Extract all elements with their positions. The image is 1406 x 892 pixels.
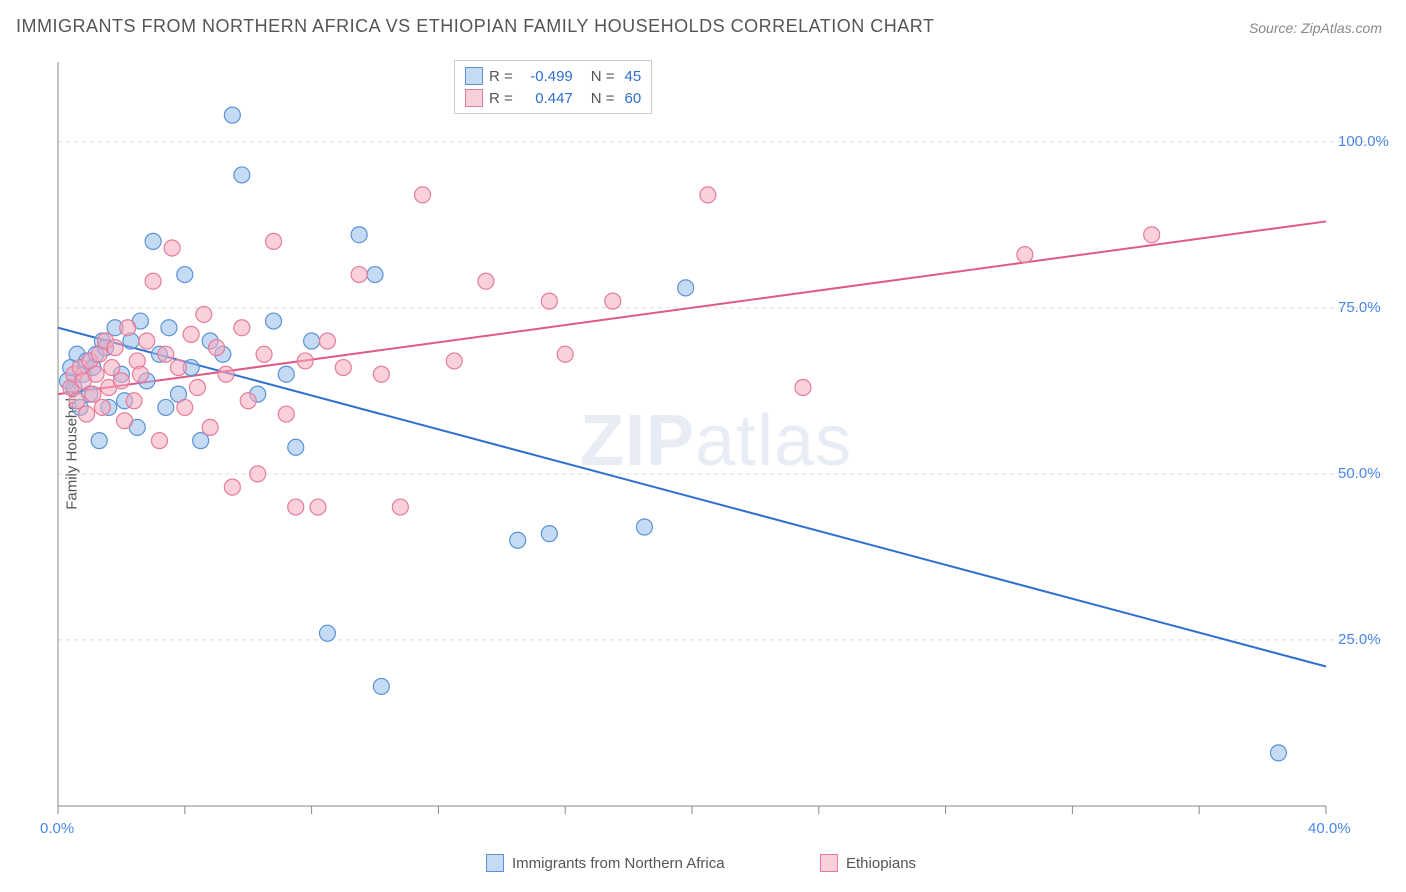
plot-svg bbox=[56, 56, 1386, 836]
legend-n-value: 60 bbox=[625, 90, 642, 107]
legend-r-value: 0.447 bbox=[519, 90, 573, 107]
source-attribution: Source: ZipAtlas.com bbox=[1249, 20, 1382, 36]
legend-r-label: R = bbox=[489, 68, 513, 85]
y-tick-label: 25.0% bbox=[1338, 631, 1381, 648]
legend-series-name: Immigrants from Northern Africa bbox=[512, 855, 725, 872]
correlation-legend: R = -0.499 N = 45 R = 0.447 N = 60 bbox=[454, 60, 652, 114]
y-tick-label: 75.0% bbox=[1338, 299, 1381, 316]
legend-item: Ethiopians bbox=[820, 854, 916, 872]
x-tick-label: 0.0% bbox=[40, 820, 74, 837]
scatter-chart bbox=[56, 56, 1386, 836]
legend-series-name: Ethiopians bbox=[846, 855, 916, 872]
legend-n-label: N = bbox=[591, 68, 615, 85]
legend-swatch bbox=[465, 67, 483, 85]
legend-r-label: R = bbox=[489, 90, 513, 107]
legend-row: R = -0.499 N = 45 bbox=[465, 65, 641, 87]
legend-r-value: -0.499 bbox=[519, 68, 573, 85]
y-tick-label: 100.0% bbox=[1338, 133, 1389, 150]
legend-n-label: N = bbox=[591, 90, 615, 107]
legend-swatch bbox=[465, 89, 483, 107]
legend-swatch bbox=[820, 854, 838, 872]
legend-item: Immigrants from Northern Africa bbox=[486, 854, 725, 872]
legend-row: R = 0.447 N = 60 bbox=[465, 87, 641, 109]
y-tick-label: 50.0% bbox=[1338, 465, 1381, 482]
chart-title: IMMIGRANTS FROM NORTHERN AFRICA VS ETHIO… bbox=[16, 16, 934, 37]
legend-n-value: 45 bbox=[625, 68, 642, 85]
legend-swatch bbox=[486, 854, 504, 872]
x-tick-label: 40.0% bbox=[1308, 820, 1351, 837]
